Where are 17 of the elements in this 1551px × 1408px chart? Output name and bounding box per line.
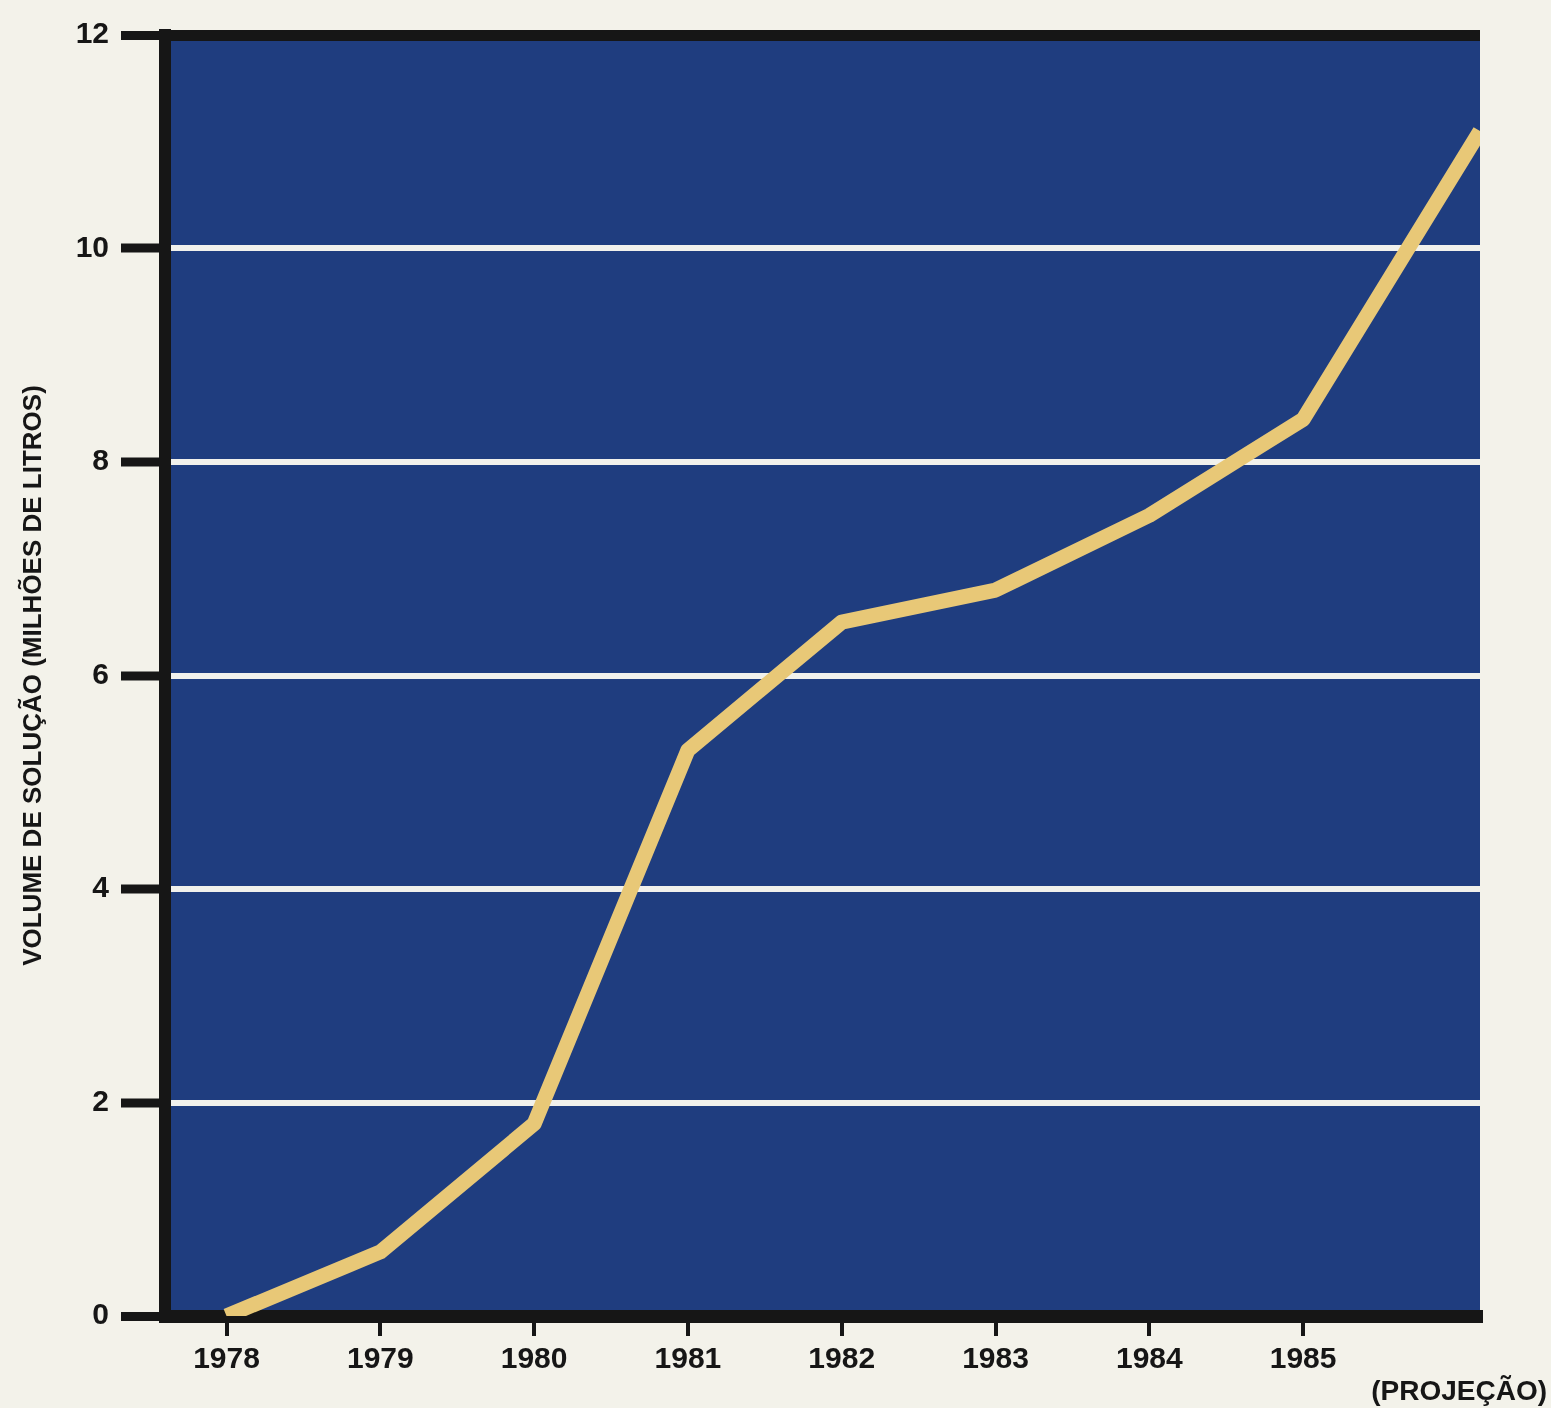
x-tick-label: 1983 bbox=[962, 1341, 1029, 1375]
y-tick-label: 2 bbox=[92, 1083, 109, 1117]
text: (PROJEÇÃO) bbox=[1371, 1375, 1547, 1406]
y-tick-label: 8 bbox=[92, 443, 109, 477]
y-tick-label: 12 bbox=[75, 16, 109, 50]
x-tick-label: 1981 bbox=[654, 1341, 722, 1375]
x-tick-label: 1982 bbox=[808, 1341, 876, 1375]
y-tick-label: 6 bbox=[92, 656, 109, 690]
x-tick-label: 1984 bbox=[1115, 1341, 1184, 1375]
y-tick-label: 4 bbox=[92, 870, 110, 904]
x-tick-label: 1985 bbox=[1269, 1341, 1337, 1375]
x-tick-label: 1979 bbox=[346, 1341, 414, 1375]
y-tick-label: 0 bbox=[92, 1297, 109, 1331]
x-tick-label: 1978 bbox=[193, 1341, 260, 1375]
x-tick-label: 1980 bbox=[500, 1341, 568, 1375]
y-tick-label: 10 bbox=[75, 229, 109, 263]
y-axis-title: VOLUME DE SOLUÇÃO (MILHÕES DE LITROS) bbox=[16, 385, 47, 966]
